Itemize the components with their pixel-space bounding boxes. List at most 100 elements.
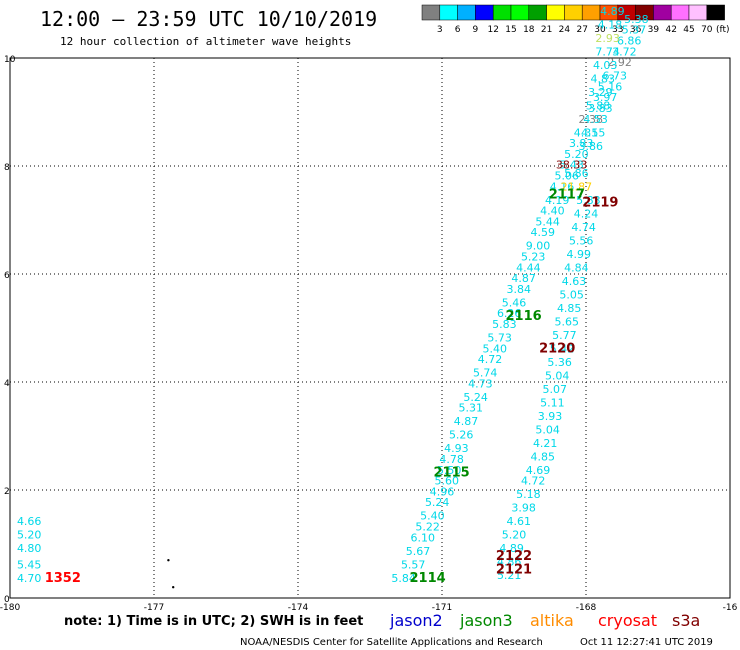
time-label: 2116 bbox=[506, 309, 542, 324]
swh-label: 4.59 bbox=[531, 226, 556, 239]
swh-label: 21.87 bbox=[561, 180, 593, 193]
color-scale-label: 3 bbox=[437, 25, 443, 35]
color-swatch bbox=[421, 4, 441, 21]
swh-label: 4.84 bbox=[564, 261, 589, 274]
time-label: 2121 bbox=[496, 563, 532, 578]
swh-label: 5.21 bbox=[497, 569, 522, 582]
legend-entry-altika: altika bbox=[530, 611, 574, 630]
axis-ticks: -180 -177 -174 -171 -168 -16 0 2 4 6 8 10 bbox=[0, 55, 738, 613]
swh-label: 4.18 bbox=[598, 18, 623, 31]
time-label: 2122 bbox=[496, 549, 532, 564]
swh-label: 4.66 bbox=[17, 515, 42, 528]
color-swatch bbox=[706, 4, 725, 21]
legend-entry-s3a: s3a bbox=[672, 611, 700, 630]
swh-label: 5.05 bbox=[559, 288, 584, 301]
point-marker bbox=[167, 559, 170, 562]
chart-subtitle: 12 hour collection of altimeter wave hei… bbox=[60, 35, 351, 48]
color-swatch bbox=[510, 4, 530, 21]
swh-label: 9.00 bbox=[526, 240, 551, 253]
color-scale-label: 33 bbox=[612, 25, 623, 35]
swh-label: 5.22 bbox=[415, 521, 440, 534]
swh-label: 5.37 bbox=[622, 24, 647, 37]
swh-label: 5.07 bbox=[543, 383, 568, 396]
swh-label: 4.87 bbox=[454, 415, 479, 428]
x-tick-label: -168 bbox=[576, 603, 597, 613]
swh-label: 4.89 bbox=[499, 542, 524, 555]
swh-label: 2.92 bbox=[607, 56, 632, 69]
swh-label: 4.72 bbox=[521, 475, 546, 488]
color-scale-label: 24 bbox=[559, 25, 571, 35]
swh-label: 7.74 bbox=[595, 45, 620, 58]
swh-label: 5.06 bbox=[555, 170, 580, 183]
color-swatch bbox=[670, 4, 690, 21]
footer-note: note: 1) Time is in UTC; 2) SWH is in fe… bbox=[64, 614, 363, 629]
color-scale-label: 15 bbox=[505, 25, 516, 35]
swh-label: 5.40 bbox=[483, 342, 508, 355]
x-tick-label: -180 bbox=[0, 603, 20, 613]
swh-label: 3.98 bbox=[511, 502, 536, 515]
plot-frame bbox=[9, 57, 731, 599]
color-scale-label: 36 bbox=[630, 25, 642, 35]
x-tick-label: -177 bbox=[144, 603, 164, 613]
swh-label: 5.04 bbox=[535, 423, 560, 436]
swh-label: 3.84 bbox=[507, 283, 532, 296]
color-swatch bbox=[653, 4, 672, 21]
swh-label: 4.55 bbox=[581, 126, 606, 139]
swh-label: 5.73 bbox=[487, 332, 512, 345]
swh-label: 4.86 bbox=[497, 556, 522, 569]
swh-label: 5.11 bbox=[540, 396, 565, 409]
swh-label: 5.20 bbox=[564, 148, 589, 161]
swh-label: 4.44 bbox=[516, 261, 541, 274]
swh-label: 4.70 bbox=[17, 572, 42, 585]
data-marks: 4.705.454.805.204.665.845.575.676.105.22… bbox=[17, 5, 649, 589]
swh-label: 5.50 bbox=[437, 464, 462, 477]
color-swatch bbox=[564, 4, 583, 21]
swh-label: 4.21 bbox=[533, 437, 558, 450]
color-scale-label: 21 bbox=[541, 25, 552, 35]
swh-label: 3.29 bbox=[588, 86, 613, 99]
swh-label: 4.03 bbox=[593, 59, 618, 72]
color-scale-unit: (ft) bbox=[716, 25, 730, 35]
x-tick-label: -171 bbox=[432, 603, 452, 613]
swh-label: 38.33 bbox=[556, 159, 588, 172]
swh-label: 5.16 bbox=[598, 80, 623, 93]
legend-entry-jason2: jason2 bbox=[389, 611, 443, 630]
swh-label: 4.85 bbox=[531, 450, 556, 463]
swh-label: 3.86 bbox=[579, 140, 604, 153]
footer-credit: NOAA/NESDIS Center for Satellite Applica… bbox=[240, 637, 543, 648]
swh-label: 4.99 bbox=[567, 248, 592, 261]
time-label: 2115 bbox=[434, 466, 470, 481]
y-tick-label: 4 bbox=[4, 379, 10, 389]
swh-label: 5.24 bbox=[425, 496, 450, 509]
color-scale-label: 6 bbox=[455, 25, 461, 35]
swh-label: 4.80 bbox=[17, 542, 42, 555]
swh-label: 5.57 bbox=[401, 558, 426, 571]
swh-label: 3.83 bbox=[569, 137, 594, 150]
color-scale-label: 27 bbox=[576, 25, 587, 35]
swh-label: 3.97 bbox=[593, 91, 618, 104]
swh-label: 3.72 bbox=[612, 45, 637, 58]
swh-label: 5.86 bbox=[564, 167, 589, 180]
swh-label: 5.31 bbox=[459, 402, 484, 415]
swh-label: 4.85 bbox=[557, 302, 582, 315]
swh-label: 4.31 bbox=[574, 126, 599, 139]
legend: jason2 jason3 altika cryosat s3a bbox=[389, 611, 700, 630]
color-swatch bbox=[492, 4, 512, 21]
grid bbox=[10, 58, 730, 598]
swh-label: 3.93 bbox=[538, 410, 563, 423]
color-scale: 3 6 9 12 15 18 21 24 27 30 33 36 39 42 45 70 (ft) bbox=[421, 4, 730, 35]
time-label: 1352 bbox=[45, 571, 81, 586]
time-label: 2114 bbox=[410, 571, 446, 586]
color-swatch bbox=[457, 4, 476, 21]
swh-label: 2.93 bbox=[595, 32, 620, 45]
color-swatch bbox=[528, 4, 547, 21]
swh-label: 4.78 bbox=[439, 453, 464, 466]
swh-label: 4.40 bbox=[540, 205, 565, 218]
y-tick-label: 6 bbox=[4, 271, 10, 281]
swh-label: 5.43 bbox=[559, 159, 584, 172]
swh-label: 5.67 bbox=[406, 545, 431, 558]
swh-label: 5.38 bbox=[624, 13, 649, 26]
swh-label: 5.46 bbox=[502, 296, 527, 309]
swh-label: 5.26 bbox=[449, 429, 474, 442]
time-label: 2119 bbox=[582, 196, 618, 211]
